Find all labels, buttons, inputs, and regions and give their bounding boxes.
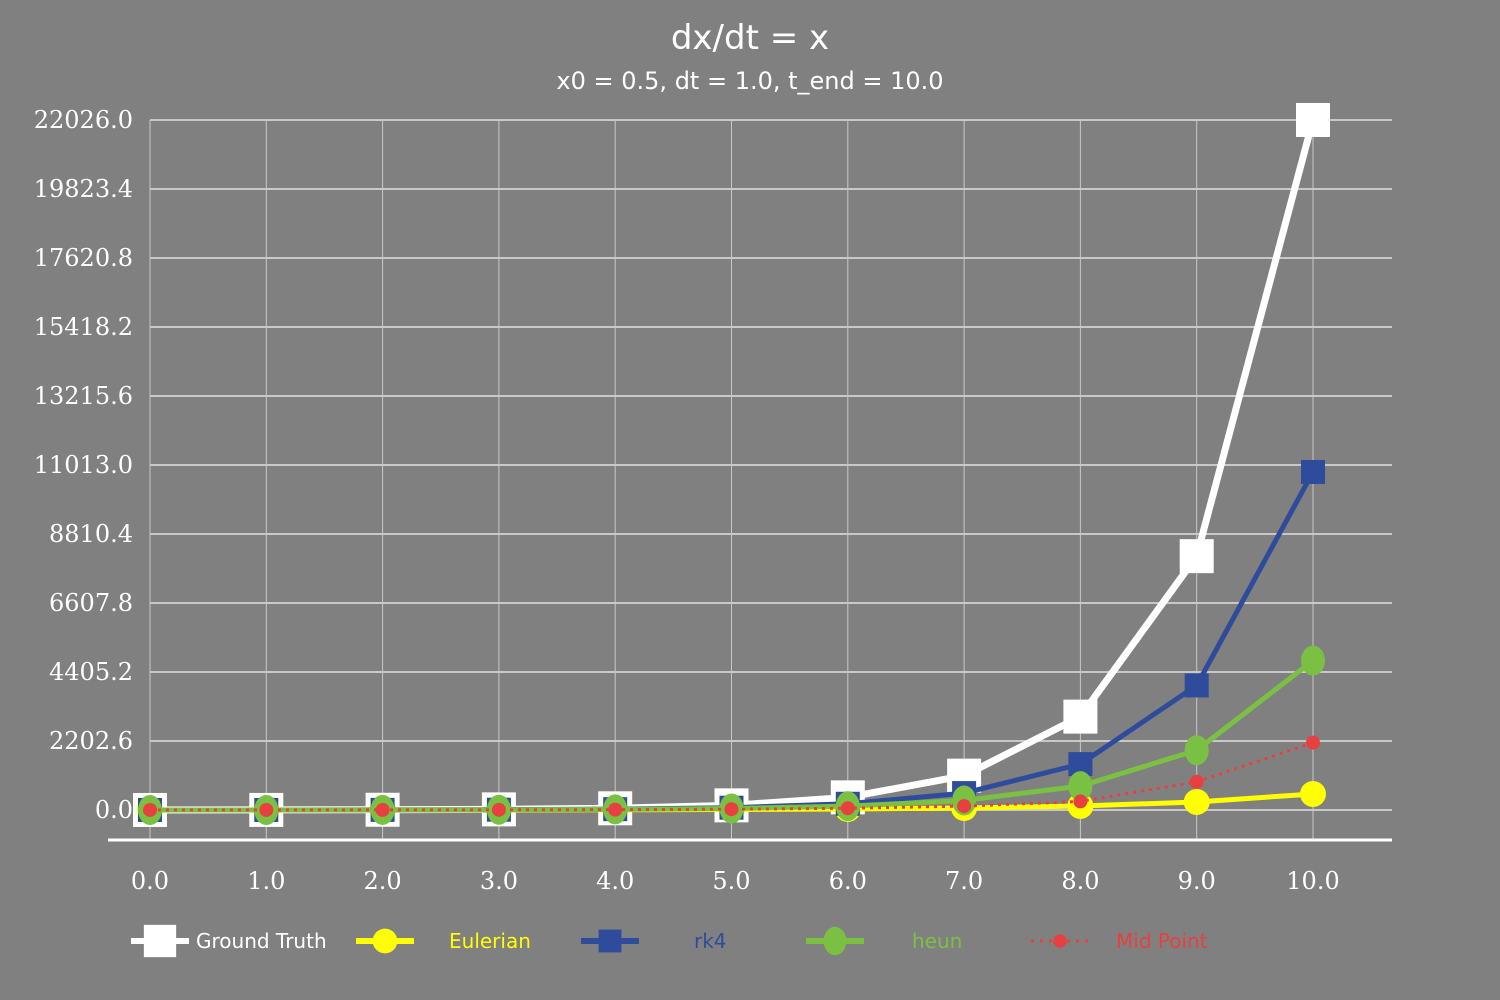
x-tick-label: 0.0 <box>131 867 169 895</box>
y-tick-label: 13215.6 <box>34 382 133 410</box>
data-point-mid-point <box>724 802 739 817</box>
data-point-mid-point <box>608 802 623 817</box>
data-point-rk4 <box>1184 673 1209 698</box>
data-point-eulerian <box>1183 788 1210 815</box>
x-tick-label: 2.0 <box>364 867 402 895</box>
data-point-mid-point <box>143 802 157 817</box>
y-tick-label: 19823.4 <box>34 175 133 203</box>
y-tick-label: 6607.8 <box>49 589 133 617</box>
data-point-heun <box>1301 645 1325 676</box>
data-point-mid-point <box>491 802 506 817</box>
legend: Ground Truth Eulerian rk4 heun Mid Point <box>131 924 1208 958</box>
data-point-ground-truth <box>1296 102 1330 137</box>
data-point-rk4 <box>1301 459 1325 484</box>
data-point-mid-point <box>259 802 274 817</box>
x-tick-label: 4.0 <box>596 867 634 895</box>
legend-marker-eulerian <box>372 928 398 954</box>
data-point-mid-point <box>1073 794 1088 809</box>
y-tick-label: 22026.0 <box>34 106 133 134</box>
legend-label-mid-point: Mid Point <box>1116 929 1208 953</box>
series-lines <box>133 102 1330 827</box>
data-point-mid-point <box>957 799 972 814</box>
y-tick-label: 15418.2 <box>34 313 133 341</box>
legend-label-ground-truth: Ground Truth <box>196 929 327 953</box>
chart-title: dx/dt = x <box>671 18 829 58</box>
legend-marker-mid-point <box>1053 934 1067 948</box>
x-tick-label: 5.0 <box>712 867 750 895</box>
data-point-heun <box>1184 735 1209 766</box>
data-point-mid-point <box>1306 735 1320 750</box>
data-point-mid-point <box>840 801 855 816</box>
legend-label-rk4: rk4 <box>694 929 727 953</box>
data-point-eulerian <box>1300 780 1326 807</box>
legend-marker-ground-truth <box>143 924 177 958</box>
legend-label-eulerian: Eulerian <box>449 929 531 953</box>
x-tick-label: 8.0 <box>1061 867 1099 895</box>
x-tick-label: 1.0 <box>247 867 285 895</box>
y-tick-label: 11013.0 <box>34 451 133 479</box>
y-tick-label: 2202.6 <box>49 727 133 755</box>
data-point-mid-point <box>375 802 390 817</box>
axes: 0.0 2202.6 4405.2 6607.8 8810.4 11013.0 13215.… <box>34 106 1392 895</box>
data-point-ground-truth <box>1063 699 1098 734</box>
y-tick-label: 0.0 <box>95 796 133 824</box>
data-point-mid-point <box>1189 774 1204 789</box>
y-tick-label: 8810.4 <box>49 520 133 548</box>
legend-label-heun: heun <box>912 929 962 953</box>
x-tick-label: 9.0 <box>1178 867 1216 895</box>
x-tick-label: 6.0 <box>829 867 867 895</box>
grid-lines <box>149 119 1392 840</box>
x-tick-label: 10.0 <box>1286 867 1339 895</box>
series-line-mid-point <box>149 741 1314 812</box>
x-tick-label: 3.0 <box>480 867 518 895</box>
chart-subtitle: x0 = 0.5, dt = 1.0, t_end = 10.0 <box>556 67 943 95</box>
y-tick-label: 4405.2 <box>49 658 133 686</box>
legend-marker-rk4 <box>598 929 622 953</box>
y-tick-label: 17620.8 <box>34 244 133 272</box>
legend-marker-heun <box>823 926 847 956</box>
data-point-ground-truth <box>1179 539 1214 574</box>
x-tick-label: 7.0 <box>945 867 983 895</box>
data-point-heun <box>1068 771 1093 802</box>
